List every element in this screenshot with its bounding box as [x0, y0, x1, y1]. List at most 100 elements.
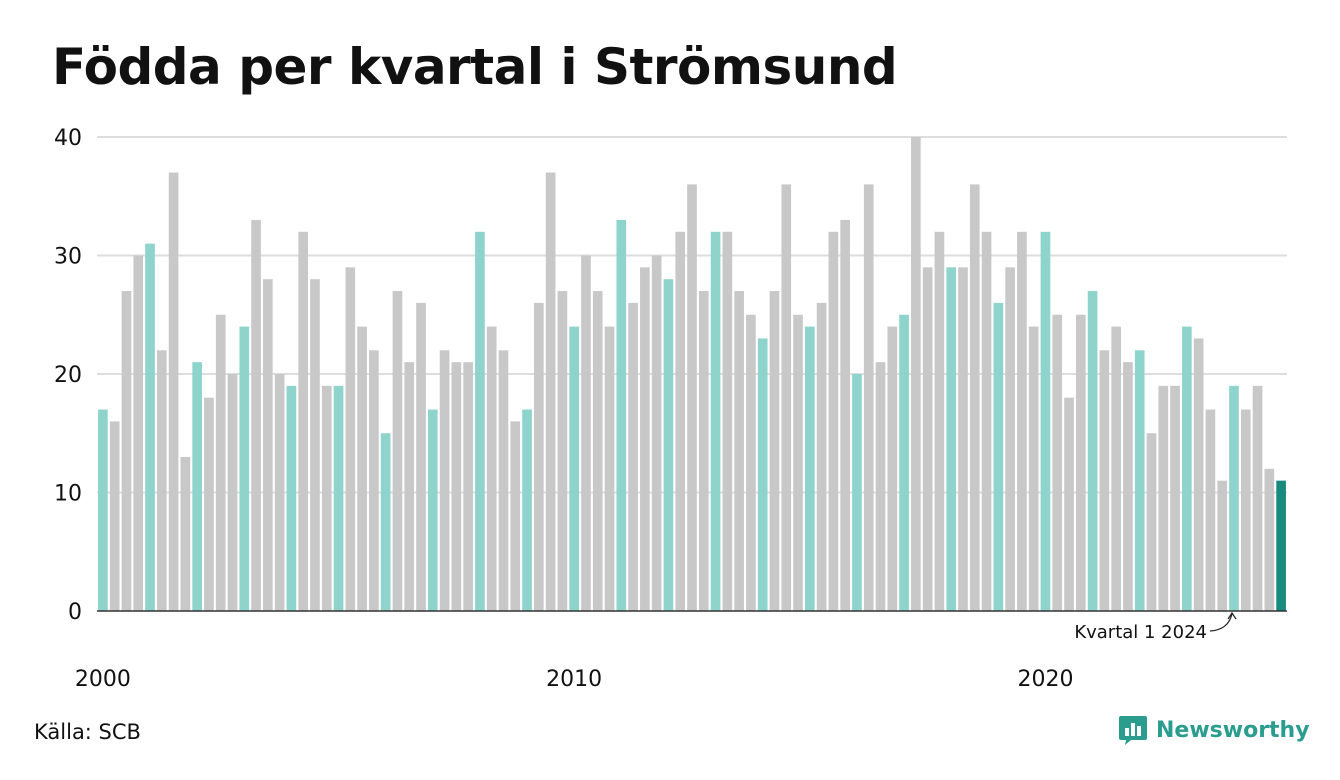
- bar: [121, 291, 132, 611]
- bar: [675, 231, 686, 612]
- bar: [651, 255, 662, 611]
- bar: [534, 302, 544, 611]
- bar: [109, 421, 120, 611]
- bar: [710, 231, 721, 612]
- bar: [1134, 350, 1145, 611]
- bar: [404, 362, 415, 611]
- bar: [1240, 409, 1251, 611]
- bar: [1276, 480, 1286, 611]
- bar: [875, 362, 886, 611]
- bar: [204, 397, 214, 611]
- bar: [380, 433, 391, 611]
- bar: [781, 184, 792, 611]
- bar: [1111, 326, 1121, 611]
- bar: [510, 421, 521, 611]
- bar: [310, 279, 320, 611]
- x-tick-label: 2020: [1017, 667, 1073, 692]
- brand-name: Newsworthy: [1156, 717, 1310, 743]
- bar: [333, 385, 344, 611]
- bar: [357, 326, 367, 611]
- y-tick-label: 10: [54, 482, 82, 507]
- bar: [1264, 468, 1275, 611]
- x-tick-label: 2010: [546, 667, 602, 692]
- bar: [1123, 362, 1133, 611]
- bar: [416, 302, 426, 611]
- bar: [451, 362, 462, 611]
- bar: [640, 267, 650, 611]
- bar: [369, 350, 379, 611]
- bar: [922, 267, 933, 611]
- bar: [227, 374, 238, 611]
- bar: [1217, 480, 1228, 611]
- bar: [286, 385, 297, 611]
- bar: [899, 314, 909, 611]
- bar: [569, 326, 580, 611]
- bar: [734, 291, 744, 611]
- annotation-arrowhead: [1227, 611, 1237, 620]
- bar: [911, 137, 921, 611]
- bar: [1064, 397, 1074, 611]
- bar: [828, 231, 839, 612]
- chart-title: Födda per kvartal i Strömsund: [52, 38, 898, 96]
- bar: [274, 374, 285, 611]
- bar: [427, 409, 438, 611]
- bar: [439, 350, 450, 611]
- bar: [263, 279, 273, 611]
- bar: [1193, 338, 1204, 611]
- bar: [498, 350, 509, 611]
- bar: [746, 314, 756, 611]
- bar: [981, 231, 992, 612]
- bar: [757, 338, 768, 611]
- bar: [604, 326, 615, 611]
- bar: [1040, 231, 1051, 612]
- bar: [687, 184, 697, 611]
- bar: [863, 184, 874, 611]
- bar: [1170, 385, 1180, 611]
- source-label: Källa: SCB: [34, 720, 141, 744]
- bar: [1028, 326, 1039, 611]
- bar: [133, 255, 144, 611]
- bar: [545, 172, 556, 612]
- annotation-label: Kvartal 1 2024: [1074, 622, 1207, 643]
- bar: [192, 362, 202, 611]
- bar: [722, 231, 733, 612]
- bar: [321, 385, 332, 611]
- bar: [98, 409, 108, 611]
- bar: [475, 231, 485, 612]
- bar: [156, 350, 167, 611]
- brand-logo: Newsworthy: [1118, 714, 1310, 746]
- bar: [168, 172, 179, 612]
- bar: [215, 314, 226, 611]
- y-tick-label: 40: [54, 126, 82, 151]
- bar: [804, 326, 815, 611]
- bar: [616, 219, 627, 611]
- bar: [1005, 267, 1015, 611]
- bar: [769, 291, 780, 611]
- y-tick-label: 0: [68, 600, 82, 625]
- bar: [1146, 433, 1157, 611]
- bar: [852, 374, 862, 611]
- bar: [581, 255, 591, 611]
- bar: [958, 267, 968, 611]
- bar: [486, 326, 497, 611]
- bar: [1099, 350, 1110, 611]
- bar: [463, 362, 473, 611]
- bar: [1017, 231, 1027, 612]
- bar: [1182, 326, 1192, 611]
- bar: [522, 409, 532, 611]
- bar: [1087, 291, 1098, 611]
- bar: [145, 243, 155, 611]
- annotation-arrow: [1209, 613, 1233, 632]
- bar: [993, 302, 1004, 611]
- bar: [887, 326, 898, 611]
- x-tick-label: 2000: [75, 667, 131, 692]
- bar: [557, 291, 568, 611]
- bar: [1052, 314, 1063, 611]
- bar: [934, 231, 945, 612]
- bar: [793, 314, 803, 611]
- bar: [298, 231, 309, 612]
- bar: [1205, 409, 1216, 611]
- bar: [392, 291, 403, 611]
- y-tick-label: 20: [54, 363, 82, 388]
